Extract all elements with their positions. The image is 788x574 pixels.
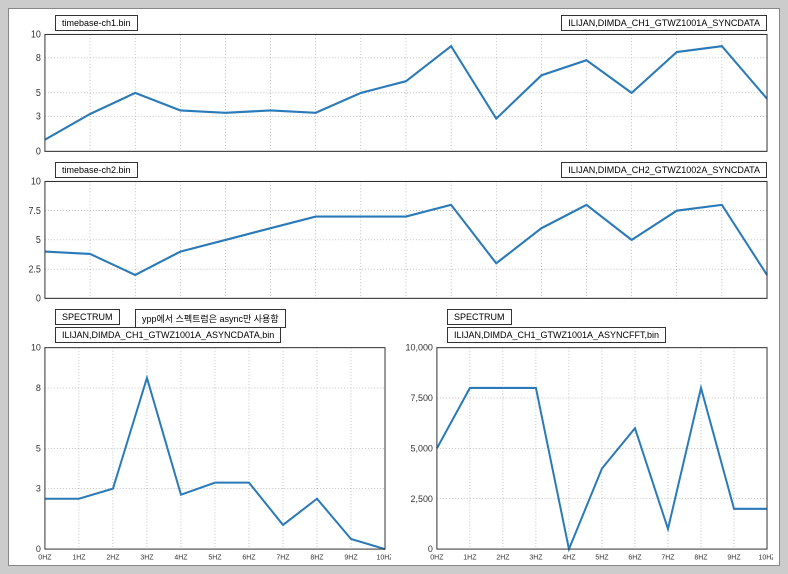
svg-text:5: 5 xyxy=(36,235,41,245)
ch1-title-right: ILIJAN,DIMDA_CH1_GTWZ1001A_SYNCDATA xyxy=(561,15,767,31)
chart-ch2: timebase-ch2.bin ILIJAN,DIMDA_CH2_GTWZ10… xyxy=(15,162,773,305)
svg-text:10: 10 xyxy=(31,342,41,352)
asyncfft-spectrum-label: SPECTRUM xyxy=(447,309,512,325)
asyncdata-svg: 0 3 5 8 10 0HZ 1HZ 2HZ 3HZ 4HZ 5HZ 6HZ 7HZ 8HZ 9HZ 10HZ xyxy=(15,309,391,563)
svg-text:1HZ: 1HZ xyxy=(72,554,86,561)
svg-text:10HZ: 10HZ xyxy=(376,554,391,561)
svg-text:3: 3 xyxy=(36,111,41,121)
svg-text:5,000: 5,000 xyxy=(410,443,432,453)
svg-text:10: 10 xyxy=(31,29,41,39)
svg-text:8: 8 xyxy=(36,53,41,63)
svg-text:7.5: 7.5 xyxy=(28,205,40,215)
svg-text:1HZ: 1HZ xyxy=(463,554,477,561)
svg-text:7,500: 7,500 xyxy=(410,393,432,403)
svg-text:5: 5 xyxy=(36,443,41,453)
svg-text:10,000: 10,000 xyxy=(406,342,433,352)
asyncfft-title: ILIJAN,DIMDA_CH1_GTWZ1001A_ASYNCFFT,bin xyxy=(447,327,666,343)
svg-text:2HZ: 2HZ xyxy=(106,554,120,561)
svg-text:4HZ: 4HZ xyxy=(174,554,188,561)
svg-text:8HZ: 8HZ xyxy=(694,554,708,561)
svg-text:5HZ: 5HZ xyxy=(208,554,222,561)
svg-text:8HZ: 8HZ xyxy=(310,554,324,561)
svg-text:7HZ: 7HZ xyxy=(661,554,675,561)
svg-text:10: 10 xyxy=(31,176,41,186)
asyncfft-svg: 0 2,500 5,000 7,500 10,000 0HZ 1HZ 2HZ 3HZ 4HZ 5HZ… xyxy=(397,309,773,563)
svg-text:0: 0 xyxy=(36,146,41,156)
svg-text:3HZ: 3HZ xyxy=(140,554,154,561)
svg-text:5: 5 xyxy=(36,88,41,98)
svg-text:2.5: 2.5 xyxy=(28,264,40,274)
svg-text:10HZ: 10HZ xyxy=(758,554,773,561)
svg-text:9HZ: 9HZ xyxy=(727,554,741,561)
main-panel: timebase-ch1.bin ILIJAN,DIMDA_CH1_GTWZ10… xyxy=(8,8,780,566)
svg-text:3HZ: 3HZ xyxy=(529,554,543,561)
asyncdata-title: ILIJAN,DIMDA_CH1_GTWZ1001A_ASYNCDATA,bin xyxy=(55,327,281,343)
svg-text:7HZ: 7HZ xyxy=(276,554,290,561)
svg-text:5HZ: 5HZ xyxy=(595,554,609,561)
svg-text:2,500: 2,500 xyxy=(410,493,432,503)
svg-text:6HZ: 6HZ xyxy=(242,554,256,561)
ch2-title-right: ILIJAN,DIMDA_CH2_GTWZ1002A_SYNCDATA xyxy=(561,162,767,178)
chart-asyncdata: SPECTRUM ypp에서 스펙트럼은 async만 사용함 ILIJAN,D… xyxy=(15,309,391,563)
ch2-svg: 0 2.5 5 7.5 10 xyxy=(15,162,773,305)
svg-text:9HZ: 9HZ xyxy=(344,554,358,561)
svg-text:3: 3 xyxy=(36,483,41,493)
svg-text:2HZ: 2HZ xyxy=(496,554,510,561)
svg-text:6HZ: 6HZ xyxy=(628,554,642,561)
chart-ch1: timebase-ch1.bin ILIJAN,DIMDA_CH1_GTWZ10… xyxy=(15,15,773,158)
ch1-title-left: timebase-ch1.bin xyxy=(55,15,138,31)
svg-text:0: 0 xyxy=(36,293,41,303)
svg-text:0HZ: 0HZ xyxy=(430,554,444,561)
ch1-svg: 0 3 5 8 10 xyxy=(15,15,773,158)
asyncdata-spectrum-label: SPECTRUM xyxy=(55,309,120,325)
chart-asyncfft: SPECTRUM ILIJAN,DIMDA_CH1_GTWZ1001A_ASYN… xyxy=(397,309,773,563)
ch2-title-left: timebase-ch2.bin xyxy=(55,162,138,178)
svg-text:0: 0 xyxy=(428,544,433,554)
svg-text:8: 8 xyxy=(36,383,41,393)
svg-text:4HZ: 4HZ xyxy=(562,554,576,561)
asyncdata-note: ypp에서 스펙트럼은 async만 사용함 xyxy=(135,309,286,328)
svg-text:0: 0 xyxy=(36,544,41,554)
svg-text:0HZ: 0HZ xyxy=(38,554,52,561)
